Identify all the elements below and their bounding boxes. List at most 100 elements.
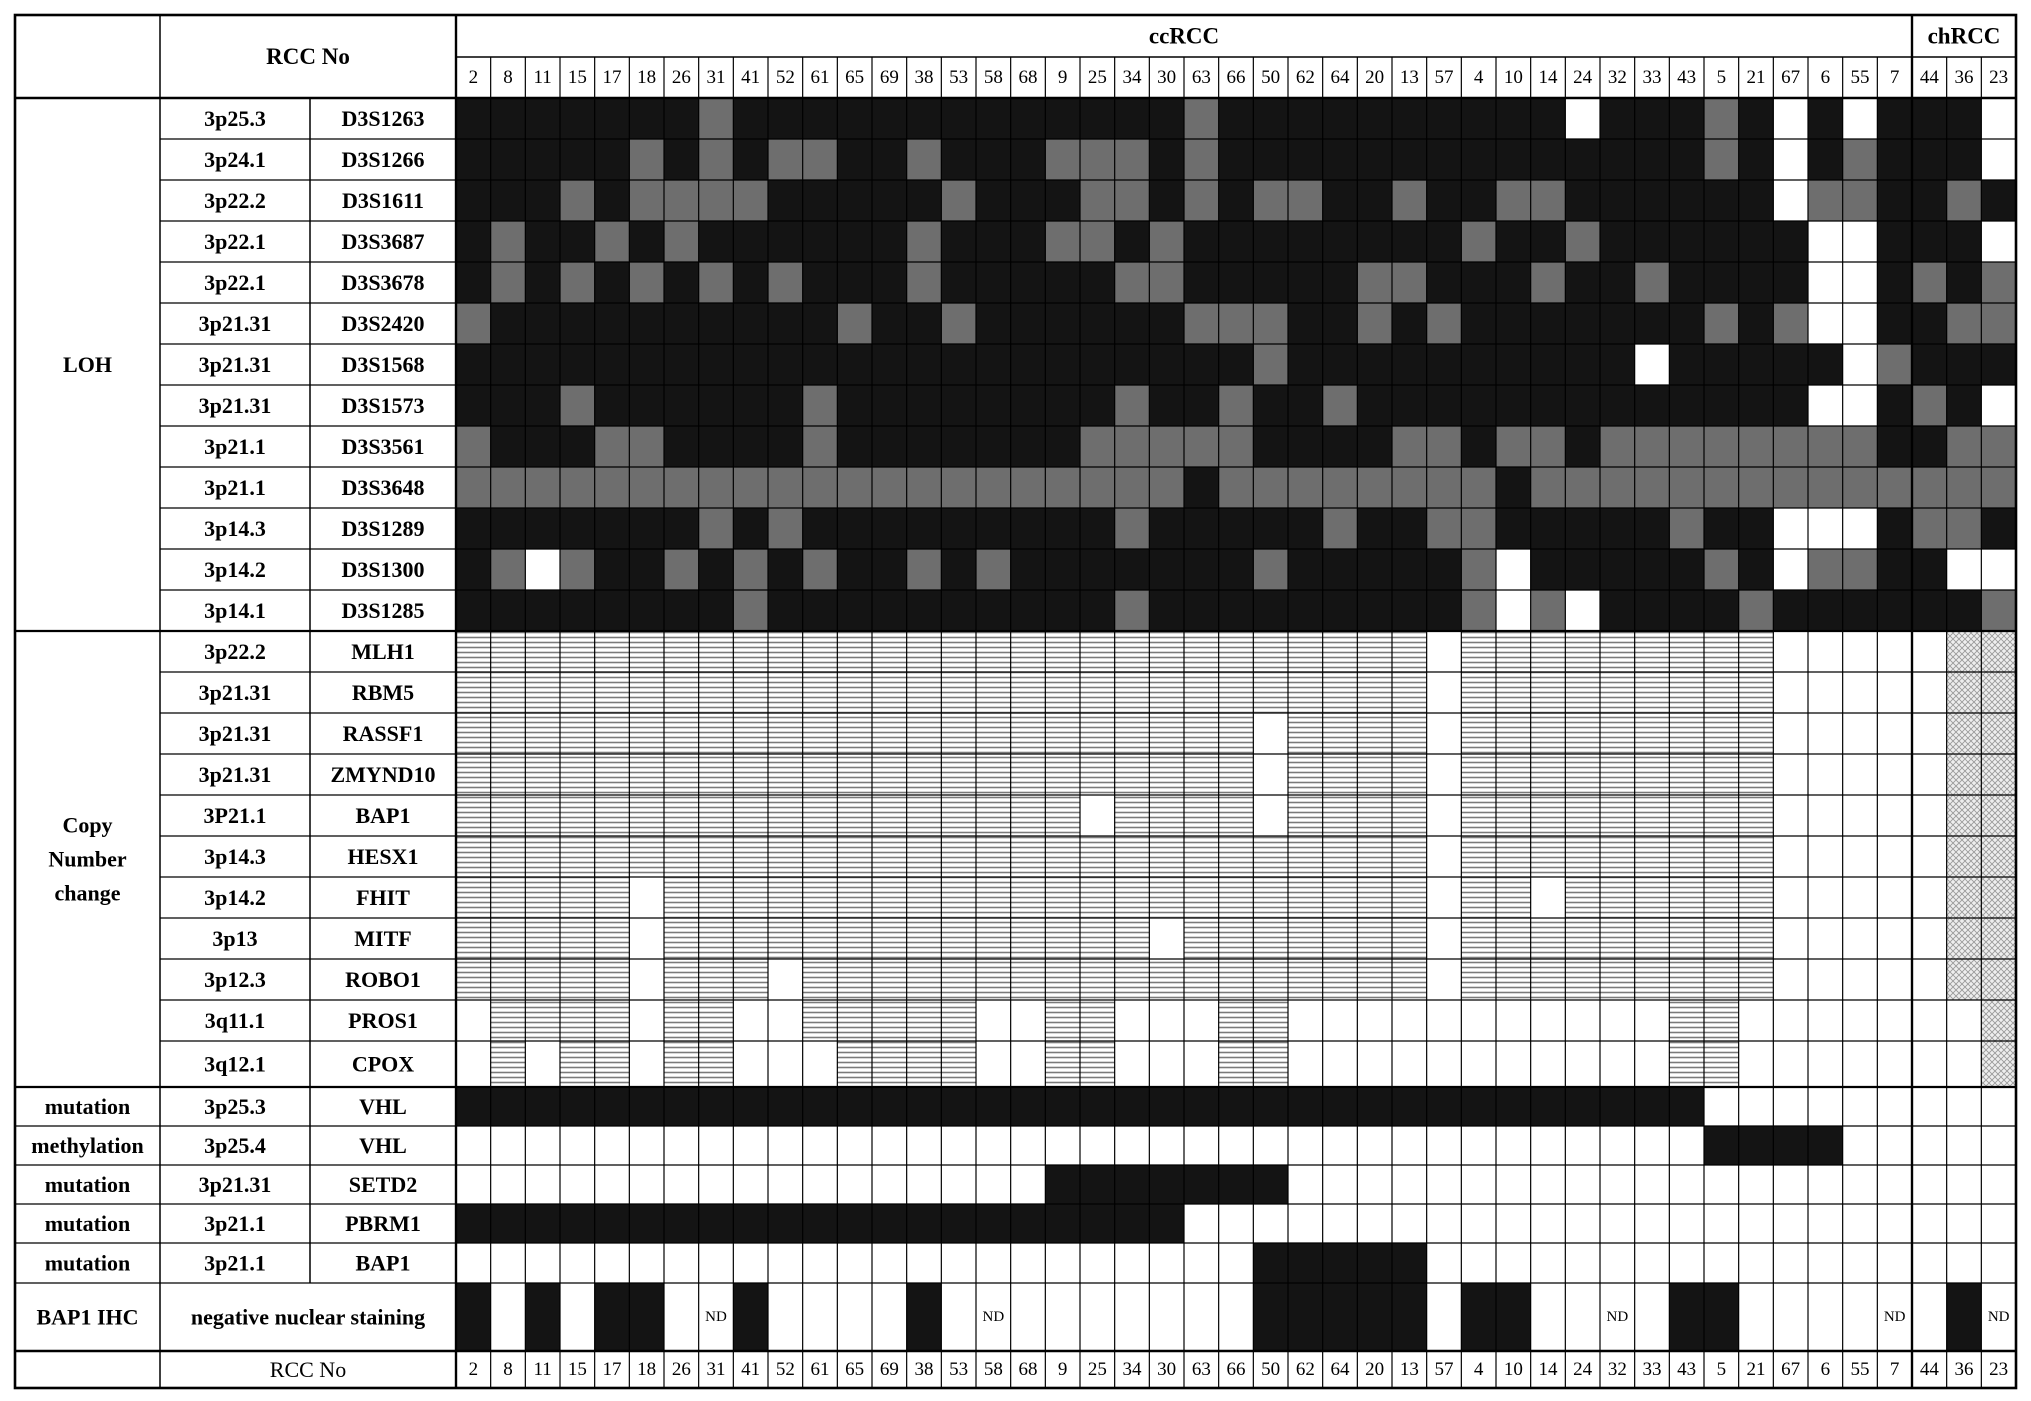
- cell-d3s1285-44: [1912, 590, 1947, 631]
- cell-d3s1611-43: [1669, 180, 1704, 221]
- cell-d3s3561-32: [1600, 426, 1635, 467]
- cell-fhit-52: [768, 877, 803, 918]
- cell-rassf1-24: [1565, 713, 1600, 754]
- sample-header-32: 32: [1608, 67, 1627, 88]
- cell-mlh1-61: [802, 631, 838, 672]
- cell-d3s1263-41: [733, 98, 768, 139]
- cell-robo1-52: [768, 959, 803, 1000]
- cell-d3s2420-23: [1981, 303, 2016, 344]
- cell-setd2-11: [525, 1165, 560, 1204]
- cell-d3s3648-15: [560, 467, 595, 508]
- cell-pbrm1-4: [1461, 1204, 1496, 1243]
- cell-bap1-21: [1738, 795, 1774, 836]
- cell-bap1-41: [733, 1243, 768, 1283]
- cell-d3s1568-38: [906, 344, 942, 385]
- cell-pros1-55: [1842, 1000, 1878, 1041]
- cell-setd2-41: [733, 1165, 768, 1204]
- cell-setd2-62: [1288, 1165, 1323, 1204]
- cell-d3s1263-18: [629, 98, 664, 139]
- row-gene: D3S1300: [341, 557, 424, 582]
- row-gene: D3S1568: [341, 352, 424, 377]
- cell-vhl-31: [698, 1126, 734, 1165]
- cell-vhl-7: [1877, 1087, 1912, 1126]
- cell-d3s3561-20: [1357, 426, 1392, 467]
- cell-robo1-63: [1184, 959, 1219, 1000]
- cell-robo1-4: [1461, 959, 1496, 1000]
- cell-d3s1266-33: [1634, 139, 1670, 180]
- cell-d3s1611-11: [525, 180, 560, 221]
- cell-d3s1300-20: [1357, 549, 1392, 590]
- cell-cpox-50: [1253, 1041, 1288, 1087]
- cell-vhl-20: [1357, 1087, 1392, 1126]
- cell-d3s1573-20: [1357, 385, 1392, 426]
- cell-d3s1263-34: [1114, 98, 1150, 139]
- cell-pros1-62: [1288, 1000, 1323, 1041]
- cell-d3s1573-64: [1322, 385, 1358, 426]
- cell-d3s3687-68: [1010, 221, 1046, 262]
- cell-bap1-67: [1773, 1243, 1808, 1283]
- cell-ihc-18: [629, 1283, 664, 1351]
- cell-d3s1568-8: [490, 344, 526, 385]
- cell-d3s2420-50: [1253, 303, 1288, 344]
- sample-header-62: 62: [1296, 67, 1315, 88]
- cell-vhl-26: [664, 1126, 699, 1165]
- cell-rbm5-61: [802, 672, 838, 713]
- cell-d3s3561-58: [976, 426, 1011, 467]
- cell-ihc-25: [1080, 1283, 1115, 1351]
- cell-bap1-9: [1045, 795, 1080, 836]
- cell-vhl-8: [490, 1087, 526, 1126]
- cell-robo1-33: [1634, 959, 1670, 1000]
- sample-header-17: 17: [603, 67, 622, 88]
- cell-d3s3687-14: [1530, 221, 1566, 262]
- cell-setd2-13: [1392, 1165, 1427, 1204]
- cell-d3s1266-11: [525, 139, 560, 180]
- cell-d3s3561-53: [941, 426, 976, 467]
- cell-zmynd10-30: [1149, 754, 1184, 795]
- cell-d3s3687-15: [560, 221, 595, 262]
- cell-robo1-58: [976, 959, 1011, 1000]
- cell-fhit-69: [872, 877, 907, 918]
- cell-robo1-2: [456, 959, 491, 1000]
- cell-d3s3678-67: [1773, 262, 1808, 303]
- cell-vhl-14: [1530, 1087, 1566, 1126]
- cell-d3s3648-44: [1912, 467, 1947, 508]
- cell-d3s1289-36: [1946, 508, 1982, 549]
- cell-zmynd10-34: [1114, 754, 1150, 795]
- cell-d3s1263-52: [768, 98, 803, 139]
- table-border: [13, 13, 2018, 1390]
- row-locus: 3q11.1: [205, 1008, 266, 1033]
- cell-rassf1-23: [1981, 713, 2016, 754]
- cell-d3s1266-64: [1322, 139, 1358, 180]
- cell-vhl-66: [1218, 1087, 1254, 1126]
- cell-rassf1-25: [1080, 713, 1115, 754]
- cell-d3s1266-63: [1184, 139, 1219, 180]
- sample-footer-10: 10: [1504, 1359, 1523, 1380]
- cell-bap1-61: [802, 795, 838, 836]
- cell-d3s1568-21: [1738, 344, 1774, 385]
- cell-robo1-6: [1808, 959, 1843, 1000]
- cell-bap1-33: [1634, 795, 1670, 836]
- row-locus: 3p21.1: [204, 1211, 266, 1236]
- cell-d3s3678-9: [1045, 262, 1080, 303]
- cell-fhit-32: [1600, 877, 1635, 918]
- cell-pbrm1-9: [1045, 1204, 1080, 1243]
- cell-d3s3648-13: [1392, 467, 1427, 508]
- cell-robo1-26: [664, 959, 699, 1000]
- cell-zmynd10-15: [560, 754, 595, 795]
- cell-d3s1568-67: [1773, 344, 1808, 385]
- cell-rbm5-69: [872, 672, 907, 713]
- cell-hesx1-36: [1946, 836, 1982, 877]
- cell-d3s3678-44: [1912, 262, 1947, 303]
- cell-d3s1573-38: [906, 385, 942, 426]
- nd-mark: ND: [1988, 1309, 2010, 1325]
- cell-d3s1300-44: [1912, 549, 1947, 590]
- cell-rassf1-9: [1045, 713, 1080, 754]
- cell-mitf-2: [456, 918, 491, 959]
- cell-rassf1-14: [1530, 713, 1566, 754]
- cell-mitf-13: [1392, 918, 1427, 959]
- cell-mlh1-44: [1912, 631, 1947, 672]
- cell-d3s3687-8: [490, 221, 526, 262]
- cell-d3s3678-50: [1253, 262, 1288, 303]
- cell-d3s3678-57: [1426, 262, 1462, 303]
